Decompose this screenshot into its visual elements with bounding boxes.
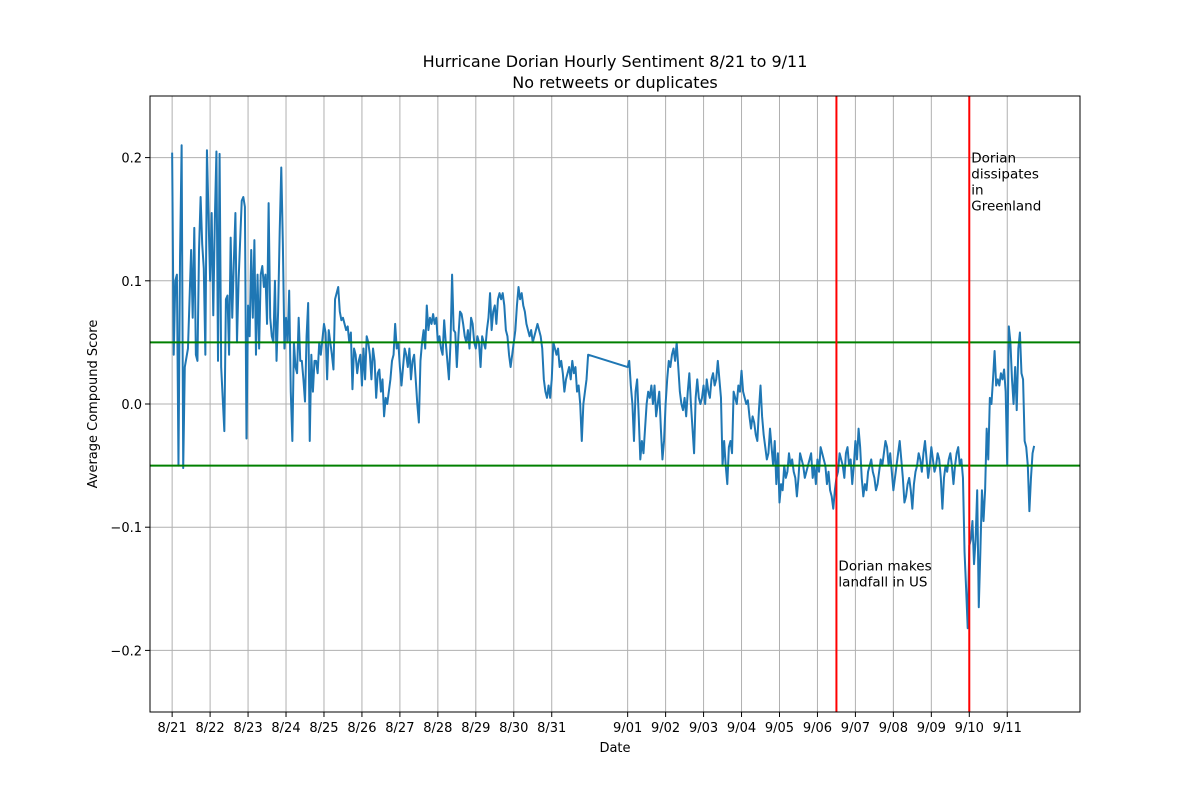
x-tick-label: 9/01 (613, 721, 642, 736)
y-grid (150, 157, 1080, 651)
reference-lines (150, 96, 1080, 712)
y-tick-label: −0.1 (110, 521, 142, 536)
y-tick-label: 0.2 (121, 152, 142, 167)
y-tick-label: −0.2 (110, 644, 142, 659)
series-layer (171, 144, 1036, 630)
x-axis-label: Date (599, 741, 630, 756)
x-tick-label: 9/06 (803, 721, 832, 736)
x-axis-ticks: 8/21 8/22 8/23 8/24 8/25 8/26 8/27 8/28 8/29 8/30… (158, 712, 1022, 736)
chart-title: Hurricane Dorian Hourly Sentiment 8/21 t… (423, 52, 808, 71)
x-tick-label: 8/25 (309, 721, 338, 736)
annotation-text: landfall in US (838, 574, 927, 590)
x-tick-label: 8/26 (347, 721, 376, 736)
x-tick-label: 8/23 (233, 721, 262, 736)
x-tick-label: 8/22 (196, 721, 225, 736)
x-tick-label: 9/04 (727, 721, 756, 736)
y-tick-label: 0.0 (121, 398, 142, 413)
annotation-text: Greenland (971, 199, 1041, 215)
annotation-text: Dorian makes (838, 558, 931, 574)
annotation-text: Dorian (971, 151, 1016, 167)
x-tick-label: 9/11 (993, 721, 1022, 736)
x-tick-label: 9/10 (955, 721, 984, 736)
x-tick-label: 8/30 (499, 721, 528, 736)
x-tick-label: 8/28 (423, 721, 452, 736)
x-tick-label: 8/21 (158, 721, 187, 736)
series-line (171, 144, 1036, 630)
x-tick-label: 9/02 (651, 721, 680, 736)
x-tick-label: 9/05 (765, 721, 794, 736)
x-tick-label: 9/09 (917, 721, 946, 736)
chart-subtitle: No retweets or duplicates (512, 73, 718, 92)
y-axis-label: Average Compound Score (86, 320, 101, 489)
x-tick-label: 8/29 (461, 721, 490, 736)
x-tick-label: 8/27 (385, 721, 414, 736)
x-tick-label: 9/03 (689, 721, 718, 736)
annotation-text: dissipates (971, 167, 1039, 183)
x-tick-label: 8/31 (537, 721, 566, 736)
y-axis-ticks: −0.2 −0.1 0.0 0.1 0.2 (110, 152, 150, 659)
x-tick-label: 9/08 (879, 721, 908, 736)
x-tick-label: 8/24 (271, 721, 300, 736)
annotation-text: in (971, 183, 983, 199)
y-tick-label: 0.1 (121, 275, 142, 290)
x-tick-label: 9/07 (841, 721, 870, 736)
